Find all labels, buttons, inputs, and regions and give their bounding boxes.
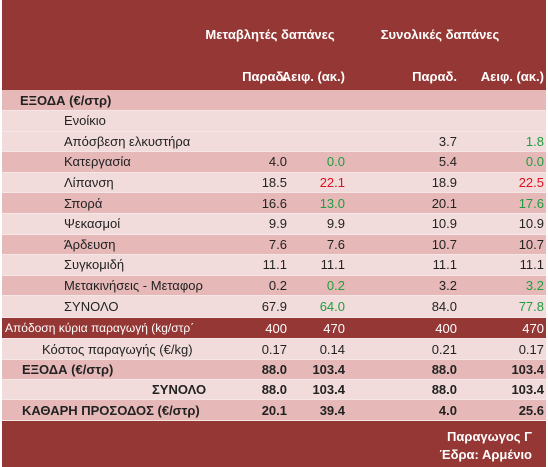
row-label: Κατεργασία	[64, 154, 131, 170]
row-label: ΣΥΝΟΛΟ	[152, 382, 207, 397]
cell-value: 400	[435, 320, 457, 336]
cell-value: 11.1	[262, 257, 287, 273]
column-header: Αειφ. (ακ.)	[281, 69, 345, 84]
cell-value: 88.0	[261, 362, 287, 377]
cell-value: 7.6	[268, 236, 287, 252]
cell-value: 13.0	[319, 195, 345, 211]
cell-value: 84.0	[431, 299, 457, 315]
cell-value: 18.5	[261, 175, 287, 191]
group-header: Συνολικές δαπάνες	[380, 27, 500, 42]
cell-value: 103.4	[312, 362, 345, 377]
cell-value: 0.0	[326, 154, 345, 170]
row-label: Σπορά	[64, 195, 103, 211]
table-row: Κατεργασία 4.0 0.0 5.4 0.0	[2, 152, 546, 173]
cell-value: 103.4	[312, 382, 345, 397]
cell-value: 5.4	[438, 154, 457, 170]
footer-line: Έδρα: Αρμένιο	[439, 447, 533, 462]
cell-value: 3.2	[525, 278, 544, 294]
cell-value: 22.5	[518, 175, 544, 191]
cell-value: 39.4	[319, 402, 345, 418]
cell-value: 0.17	[261, 341, 287, 357]
table-row: Μετακινήσεις - Μεταφορ 0.2 0.2 3.2 3.2	[2, 275, 546, 297]
table-row: Ενοίκιο	[2, 111, 546, 132]
cell-value: 103.4	[511, 362, 544, 377]
table-row: Άρδευση 7.6 7.6 10.7 10.7	[2, 234, 546, 256]
cell-value: 103.4	[511, 382, 544, 397]
cell-value: 10.9	[518, 216, 544, 232]
row-label: Λίπανση	[64, 175, 114, 191]
row-label: ΕΞΟΔΑ (€/στρ)	[20, 92, 112, 108]
table-row: ΕΞΟΔΑ (€/στρ) 88.0 103.4 88.0 103.4	[2, 360, 546, 380]
row-label: ΚΑΘΑΡΗ ΠΡΟΣΟΔΟΣ (€/στρ)	[22, 402, 200, 418]
table-row: Απόδοση κύρια παραγωγή (kg/στρ΄ 400 470 400…	[2, 318, 546, 339]
cell-value: 11.1	[320, 257, 345, 273]
cell-value: 4.0	[268, 154, 287, 170]
cell-value: 0.0	[525, 154, 544, 170]
cell-value: 4.0	[438, 402, 457, 418]
row-label: Συγκομιδή	[64, 257, 125, 273]
cell-value: 470	[522, 320, 544, 336]
cell-value: 77.8	[518, 299, 544, 315]
cell-value: 3.7	[438, 133, 457, 149]
cell-value: 10.7	[518, 236, 544, 252]
cell-value: 0.14	[319, 341, 345, 357]
column-header: Παραδ.	[412, 69, 457, 84]
row-label: Μετακινήσεις - Μεταφορ	[64, 278, 203, 294]
footer-line: Παραγωγος Γ	[447, 429, 532, 444]
cell-value: 0.2	[268, 278, 287, 294]
cell-value: 9.9	[268, 216, 287, 232]
table-row: Σπορά 16.6 13.0 20.1 17.6	[2, 193, 546, 214]
table-row: Συγκομιδή 11.1 11.1 11.1 11.1	[2, 255, 546, 276]
cell-value: 64.0	[319, 299, 345, 315]
table-row: Κόστος παραγωγής (€/kg) 0.17 0.14 0.21 0.17	[2, 339, 546, 360]
cell-value: 17.6	[518, 195, 544, 211]
cell-value: 0.2	[326, 278, 345, 294]
row-label: Απόδοση κύρια παραγωγή (kg/στρ΄	[5, 320, 195, 335]
table-row: ΕΞΟΔΑ (€/στρ)	[2, 90, 546, 111]
cell-value: 88.0	[261, 382, 287, 397]
cell-value: 16.6	[261, 195, 287, 211]
table-row: Λίπανση 18.5 22.1 18.9 22.5	[2, 172, 546, 194]
cell-value: 88.0	[431, 362, 457, 377]
table-row: Ψεκασμοί 9.9 9.9 10.9 10.9	[2, 214, 546, 235]
row-label: Ψεκασμοί	[64, 216, 121, 232]
row-label: ΣΥΝΟΛΟ	[64, 299, 119, 315]
cell-value: 0.17	[518, 341, 544, 357]
cell-value: 10.9	[431, 216, 457, 232]
cell-value: 9.9	[326, 216, 345, 232]
row-label: Κόστος παραγωγής (€/kg)	[42, 341, 193, 357]
cell-value: 3.2	[438, 278, 457, 294]
table-row: Απόσβεση ελκυστήρα 3.7 1.8	[2, 131, 546, 153]
group-header: Μεταβλητές δαπάνες	[205, 27, 335, 42]
row-label: Απόσβεση ελκυστήρα	[64, 133, 191, 149]
table-row: ΣΥΝΟΛΟ 88.0 103.4 88.0 103.4	[2, 380, 546, 400]
cell-value: 22.1	[319, 175, 345, 191]
table-row: ΚΑΘΑΡΗ ΠΡΟΣΟΔΟΣ (€/στρ) 20.1 39.4 4.0 25.6	[2, 400, 546, 421]
cell-value: 11.1	[432, 257, 457, 273]
cell-value: 1.8	[525, 133, 544, 149]
cell-value: 400	[265, 320, 287, 336]
cell-value: 25.6	[518, 402, 544, 418]
cell-value: 18.9	[431, 175, 457, 191]
cell-value: 20.1	[431, 195, 457, 211]
cell-value: 67.9	[261, 299, 287, 315]
cell-value: 88.0	[431, 382, 457, 397]
cell-value: 10.7	[431, 236, 457, 252]
row-label: Ενοίκιο	[64, 113, 106, 129]
cell-value: 20.1	[261, 402, 287, 418]
table-row: ΣΥΝΟΛΟ 67.9 64.0 84.0 77.8	[2, 296, 546, 318]
cell-value: 0.21	[431, 341, 457, 357]
cell-value: 470	[323, 320, 345, 336]
cell-value: 7.6	[326, 236, 345, 252]
row-label: Άρδευση	[64, 236, 116, 252]
column-header: Αειφ. (ακ.)	[480, 69, 544, 84]
column-header: Παραδ.	[242, 69, 287, 84]
row-label: ΕΞΟΔΑ (€/στρ)	[22, 362, 114, 377]
cell-value: 11.1	[519, 257, 544, 273]
